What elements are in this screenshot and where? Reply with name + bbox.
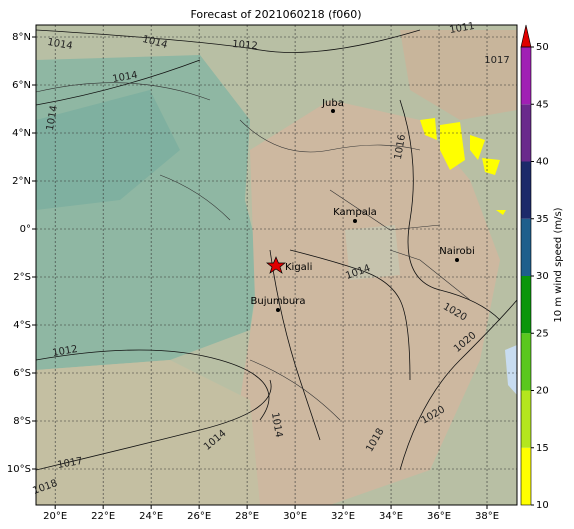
x-tick-label: 32°E (331, 511, 355, 522)
colorbar-label: 10 m wind speed (m/s) (553, 207, 564, 322)
city-marker (331, 109, 335, 113)
y-tick-label: 6°S (13, 368, 31, 379)
cities: Juba Kampala Kigali Bujumbura Nairobi (251, 98, 475, 312)
isobar-label: 1016 (393, 134, 408, 161)
x-tick-label: 20°E (43, 511, 67, 522)
isobar-label: 1017 (484, 55, 509, 66)
isobar-label: 1012 (232, 39, 258, 52)
colorbar-segment (521, 161, 531, 219)
city-marker (276, 308, 280, 312)
colorbar-segment (521, 390, 531, 448)
graticule: 20°E 22°E 24°E 26°E 28°E 30°E 32°E 34°E 36°E 38°E… (7, 25, 517, 522)
colorbar-tick-label: 10 (536, 500, 549, 511)
map-frame (35, 24, 518, 506)
isobar-label: 1014 (45, 105, 60, 132)
x-tick-label: 36°E (427, 511, 451, 522)
colorbar-segment (521, 218, 531, 276)
y-tick-label: 8°S (13, 416, 31, 427)
y-tick-label: 10°S (7, 464, 31, 475)
x-tick-label: 34°E (379, 511, 403, 522)
colorbar-tick-label: 15 (536, 443, 549, 454)
city-marker (455, 258, 459, 262)
colorbar-segment (521, 276, 531, 334)
isobar-label: 1014 (46, 37, 73, 52)
city-label: Juba (321, 98, 344, 109)
terrain (36, 25, 517, 505)
colorbar-segment (521, 47, 531, 105)
map-title: Forecast of 2021060218 (f060) (190, 8, 361, 21)
colorbar-segment (521, 447, 531, 505)
colorbar-tick-label: 20 (536, 386, 549, 397)
colorbar-tick-label: 25 (536, 328, 549, 339)
colorbar-tick-label: 35 (536, 214, 549, 225)
colorbar: 10 15 20 25 30 35 40 45 50 (520, 24, 549, 511)
x-tick-label: 38°E (475, 511, 499, 522)
x-tick-label: 24°E (139, 511, 163, 522)
y-tick-label: 6°N (12, 80, 31, 91)
y-tick-label: 2°N (12, 176, 31, 187)
city-label: Kigali (285, 262, 312, 273)
y-tick-label: 0° (20, 224, 31, 235)
kigali-star (266, 256, 286, 274)
x-tick-label: 30°E (283, 511, 307, 522)
isobar-label: 1017 (57, 456, 84, 471)
isobar-label: 1014 (269, 412, 284, 439)
city-label: Nairobi (439, 246, 475, 257)
x-tick-label: 28°E (235, 511, 259, 522)
x-tick-label: 22°E (91, 511, 115, 522)
colorbar-tick-label: 40 (536, 157, 549, 168)
city-marker (353, 219, 357, 223)
x-tick-label: 26°E (187, 511, 211, 522)
isobar-label: 1011 (449, 21, 476, 36)
y-tick-label: 4°N (12, 128, 31, 139)
colorbar-tick-label: 30 (536, 271, 549, 282)
colorbar-tick-label: 45 (536, 99, 549, 110)
city-label: Bujumbura (251, 296, 306, 307)
isobar-label: 1012 (52, 344, 79, 359)
y-tick-label: 8°N (12, 32, 31, 43)
colorbar-segment (521, 333, 531, 391)
colorbar-segment (521, 104, 531, 162)
isobar-label: 1014 (112, 70, 139, 85)
colorbar-tick-label: 50 (536, 42, 549, 53)
city-label: Kampala (333, 207, 377, 218)
y-tick-label: 2°S (13, 272, 31, 283)
colorbar-extend (520, 24, 532, 48)
y-tick-label: 4°S (13, 320, 31, 331)
